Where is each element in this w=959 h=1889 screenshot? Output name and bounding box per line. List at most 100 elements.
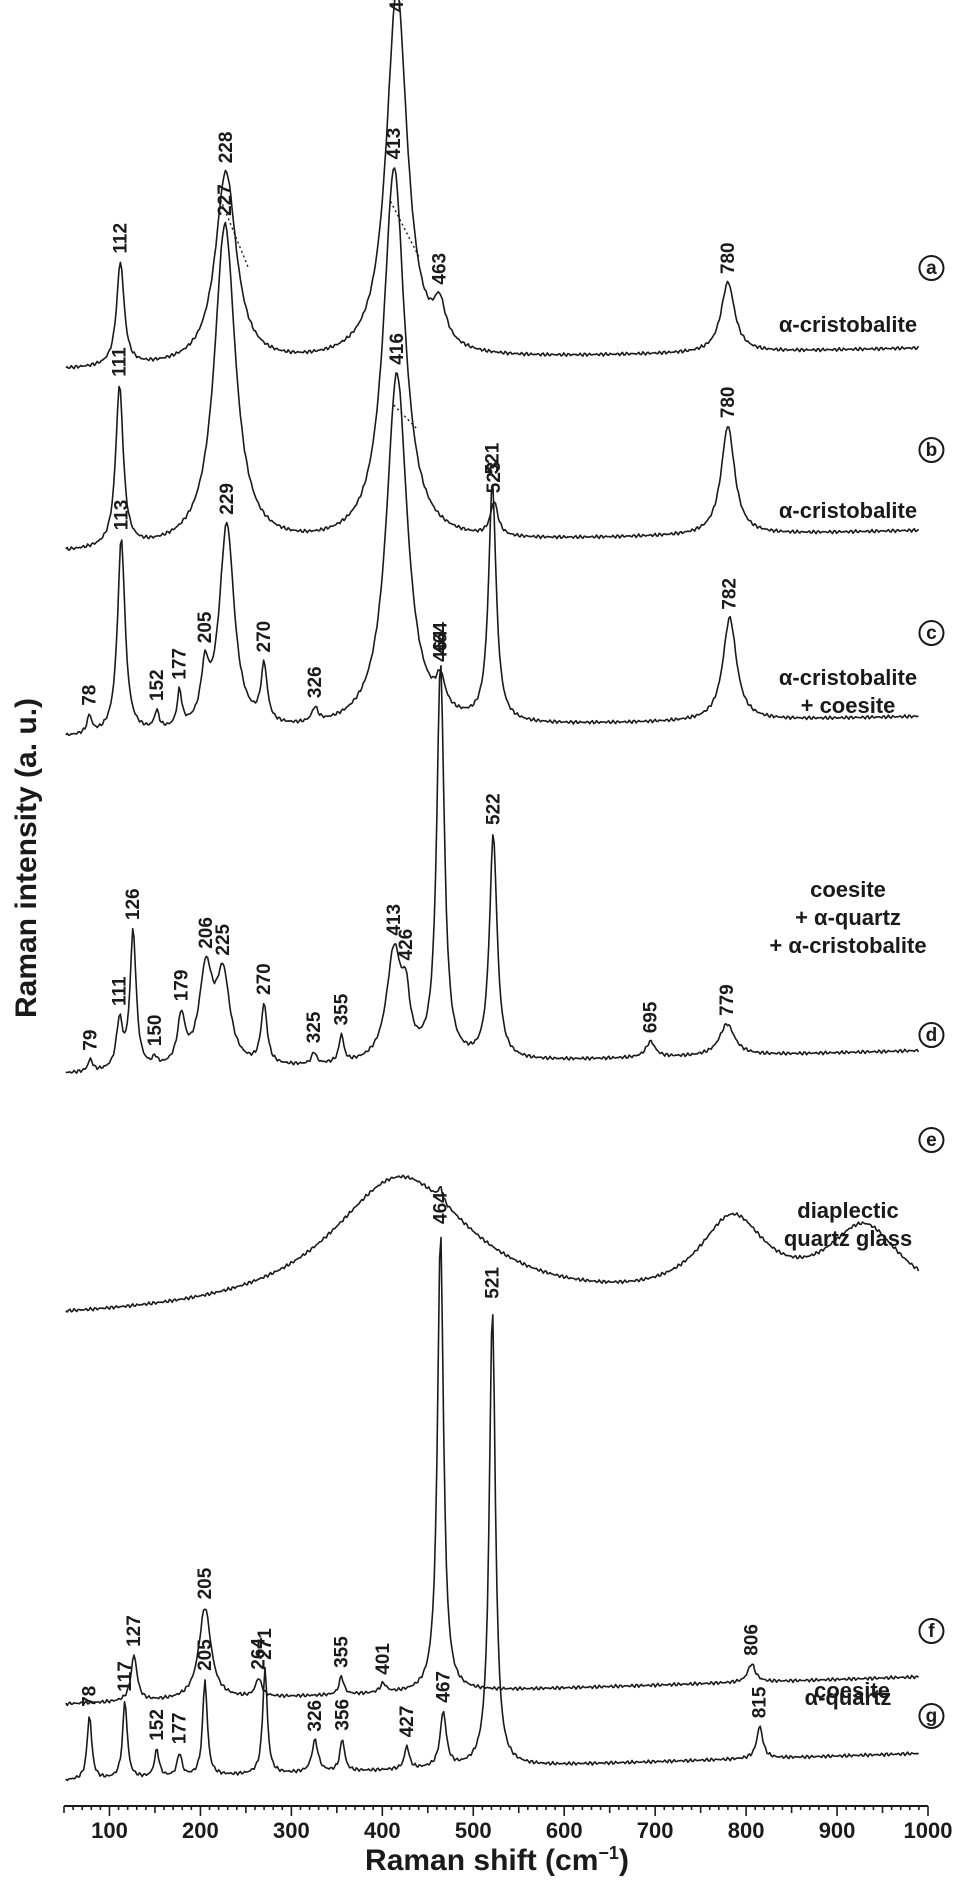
phase-label-d: coesite	[810, 877, 886, 902]
peak-label-d-779: 779	[717, 984, 738, 1016]
peak-label-c-177: 177	[170, 648, 191, 680]
spectrum-a-marker	[918, 255, 945, 281]
peak-label-a-780: 780	[718, 242, 739, 274]
peak-label-c-464: 464	[431, 630, 452, 662]
spectra-layer	[65, 0, 920, 1782]
peak-label-c-152: 152	[147, 669, 168, 701]
x-axis: 100 200 300 400 500 600 700 800 900 1000	[63, 1805, 953, 1843]
x-tick-label: 500	[455, 1818, 492, 1843]
peak-label-a-463: 463	[430, 253, 451, 285]
spectrum-f	[65, 1236, 920, 1707]
x-tick-label: 700	[637, 1818, 674, 1843]
peak-shift-guide	[392, 403, 417, 429]
peak-label-d-413: 413	[384, 904, 405, 936]
peak-label-g-205: 205	[195, 1639, 216, 1671]
peak-label-d-179: 179	[171, 970, 192, 1002]
x-tick-label: 100	[91, 1818, 128, 1843]
spectrum-letter-d: d	[926, 1025, 938, 1046]
spectrum-e	[65, 1174, 920, 1313]
peak-label-d-522: 522	[483, 793, 504, 825]
x-tick-label: 400	[364, 1818, 401, 1843]
peak-label-d-206: 206	[196, 917, 217, 949]
peak-label-g-521: 521	[482, 1267, 503, 1299]
peak-label-f-464: 464	[431, 1192, 452, 1224]
peak-label-a-112: 112	[110, 223, 131, 254]
spectrum-g	[65, 1314, 919, 1782]
spectrum-c	[65, 372, 919, 736]
peak-label-d-464: 464	[431, 622, 452, 654]
phase-label-d: + α-quartz	[795, 905, 901, 930]
peak-label-b-111: 111	[110, 347, 131, 377]
spectrum-e-marker	[918, 1127, 945, 1153]
phase-label-d: + α-cristobalite	[769, 933, 926, 958]
x-tick-label: 800	[728, 1818, 765, 1843]
phase-label-e: quartz glass	[784, 1226, 912, 1251]
x-axis-title-main: Raman shift (cm	[365, 1844, 598, 1877]
peak-label-c-229: 229	[217, 483, 238, 515]
peak-label-d-270: 270	[254, 963, 275, 995]
peak-label-b-523: 523	[484, 461, 505, 493]
peak-label-c-782: 782	[720, 578, 741, 610]
peak-label-f-264: 264	[249, 1638, 270, 1670]
peak-label-d-426: 426	[396, 929, 417, 961]
peak-label-d-150: 150	[145, 1014, 166, 1046]
peak-label-f-806: 806	[742, 1624, 763, 1656]
peak-label-g-78: 78	[80, 1686, 101, 1707]
peak-label-f-205: 205	[195, 1567, 216, 1599]
peak-label-d-126: 126	[123, 888, 144, 920]
x-axis-title-close: )	[619, 1844, 629, 1877]
x-tick-label: 300	[273, 1818, 310, 1843]
peak-label-c-326: 326	[305, 666, 326, 698]
peak-label-a-416: 416	[387, 0, 408, 12]
peak-label-f-127: 127	[124, 1615, 145, 1647]
labels-layer: a α-cristobalite 112 228 416 463 780 b α-cristob…	[80, 0, 945, 1744]
spectrum-letter-a: a	[926, 258, 937, 279]
peak-label-d-325: 325	[304, 1011, 325, 1043]
peak-label-a-228: 228	[216, 132, 237, 164]
peak-label-d-225: 225	[213, 923, 234, 955]
spectrum-letter-g: g	[926, 1706, 938, 1727]
peak-label-c-78: 78	[80, 685, 101, 706]
peak-label-c-416: 416	[387, 333, 408, 365]
peak-label-c-113: 113	[111, 500, 132, 531]
x-tick-label: 1000	[904, 1818, 953, 1843]
phase-label-e: diaplectic	[797, 1198, 898, 1223]
peak-shift-guide	[389, 200, 420, 257]
phase-label-f: α-quartz	[805, 1685, 892, 1710]
spectrum-d	[65, 665, 920, 1074]
x-tick-label: 600	[546, 1818, 583, 1843]
spectrum-letter-b: b	[926, 440, 938, 461]
peak-label-c-521: 521	[482, 442, 503, 474]
peak-label-b-227: 227	[215, 184, 236, 216]
phase-label-c: + coesite	[801, 693, 896, 718]
peak-label-g-467: 467	[433, 1671, 454, 1703]
phase-label-c: α-cristobalite	[779, 665, 917, 690]
peak-label-g-177: 177	[170, 1712, 191, 1744]
spectrum-letter-c: c	[926, 623, 937, 644]
peak-label-g-326: 326	[305, 1700, 326, 1732]
x-tick-label: 200	[182, 1818, 219, 1843]
peak-label-f-401: 401	[373, 1643, 394, 1675]
peak-label-b-413: 413	[384, 128, 405, 160]
spectrum-a	[65, 0, 920, 370]
peak-label-g-271: 271	[255, 1628, 276, 1660]
y-axis-title: Raman intensity (a. u.)	[10, 698, 43, 1018]
spectrum-b	[65, 167, 920, 551]
peak-label-b-780: 780	[718, 386, 739, 418]
peak-label-g-427: 427	[397, 1706, 418, 1738]
peak-shift-guide	[220, 200, 249, 267]
spectrum-d-marker	[918, 1022, 945, 1048]
peak-label-d-79: 79	[80, 1030, 101, 1051]
peak-label-g-815: 815	[750, 1686, 771, 1718]
spectrum-letter-f: f	[928, 1621, 935, 1642]
spectrum-b-marker	[918, 437, 945, 463]
phase-label-a: α-cristobalite	[779, 312, 917, 337]
spectrum-c-marker	[918, 620, 945, 646]
peak-label-c-205: 205	[195, 611, 216, 643]
peak-label-d-111: 111	[110, 976, 131, 1006]
x-axis-title: Raman shift (cm−1)	[365, 1843, 629, 1877]
phase-label-g: coesite	[814, 1678, 890, 1703]
peak-label-g-356: 356	[332, 1699, 353, 1731]
spectrum-letter-e: e	[926, 1130, 937, 1151]
